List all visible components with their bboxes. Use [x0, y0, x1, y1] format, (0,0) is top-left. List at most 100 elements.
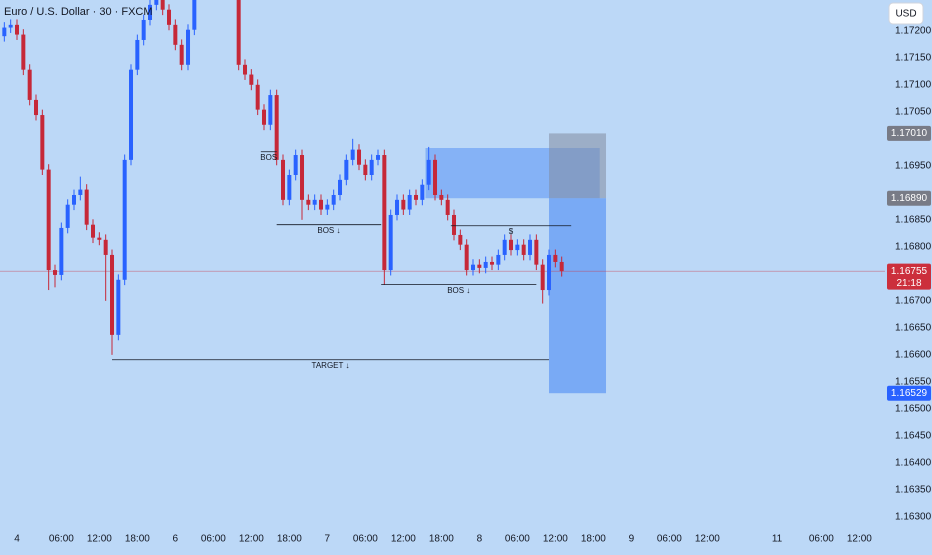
- candle-body: [53, 270, 58, 275]
- candle-body: [471, 264, 476, 271]
- candle-body: [490, 261, 495, 265]
- candle-body: [167, 9, 172, 25]
- price-countdown: 21:18: [896, 278, 921, 289]
- y-tick-label: 1.16850: [895, 214, 932, 225]
- x-tick-label: 12:00: [87, 534, 112, 545]
- price-tag-label: 1.16529: [891, 388, 928, 399]
- candle-body: [483, 261, 488, 268]
- candle-body: [477, 264, 482, 268]
- candle-body: [521, 244, 526, 255]
- candle-body: [281, 159, 286, 200]
- candle-body: [553, 254, 558, 262]
- x-tick-label: 12:00: [847, 534, 872, 545]
- price-tag-label: 1.17010: [891, 128, 928, 139]
- candle-body: [192, 0, 197, 30]
- candle-body: [547, 254, 552, 291]
- price-tag: [887, 190, 931, 206]
- x-tick-label: 8: [477, 534, 483, 545]
- candle-body: [312, 199, 317, 205]
- y-tick-label: 1.16350: [895, 485, 932, 496]
- chart-title: Euro / U.S. Dollar · 30 · FXCM: [4, 6, 153, 18]
- currency-label[interactable]: USD: [895, 9, 916, 20]
- x-tick-label: 18:00: [125, 534, 150, 545]
- candle-body: [154, 0, 159, 5]
- candle-body: [420, 184, 425, 200]
- y-tick-label: 1.17200: [895, 25, 932, 36]
- y-tick-label: 1.17100: [895, 79, 932, 90]
- candle-body: [515, 244, 520, 251]
- candle-body: [91, 224, 96, 238]
- plot-area: BOS BOS ↓ BOS ↓ TARGET ↓ $: [0, 0, 885, 394]
- y-tick-label: 1.16600: [895, 350, 932, 361]
- candle-body: [84, 189, 89, 225]
- candle-body: [255, 84, 260, 110]
- candle-body: [65, 204, 70, 228]
- candle-body: [72, 194, 77, 205]
- currency-button[interactable]: [888, 2, 924, 25]
- price-tag: [887, 125, 931, 141]
- y-tick-label: 1.16650: [895, 322, 932, 333]
- candle-body: [401, 199, 406, 210]
- x-tick-label: 12:00: [543, 534, 568, 545]
- candle-body: [540, 264, 545, 291]
- candle-body: [249, 74, 254, 85]
- x-tick-label: 18:00: [277, 534, 302, 545]
- x-tick-label: 12:00: [695, 534, 720, 545]
- candle-body: [452, 214, 457, 235]
- x-tick-label: 06:00: [809, 534, 834, 545]
- candle-body: [129, 69, 134, 160]
- candle-body: [534, 239, 539, 265]
- candle-body: [141, 19, 146, 40]
- candle-body: [433, 159, 438, 195]
- candle-body: [325, 204, 330, 210]
- candle-body: [268, 95, 273, 125]
- candle-body: [376, 155, 381, 160]
- candle-body: [122, 159, 127, 280]
- level-label: $: [509, 227, 514, 236]
- y-tick-label: 1.16950: [895, 160, 932, 171]
- candle-body: [34, 99, 39, 116]
- candle-body: [135, 39, 140, 70]
- x-tick-label: 18:00: [581, 534, 606, 545]
- price-tag-label: 1.16755: [891, 266, 928, 277]
- x-tick-label: 06:00: [353, 534, 378, 545]
- y-tick-label: 1.16500: [895, 404, 932, 415]
- candle-body: [40, 115, 45, 170]
- x-tick-label: 06:00: [49, 534, 74, 545]
- price-tag-label: 1.16890: [891, 193, 928, 204]
- candle-body: [464, 244, 469, 271]
- x-tick-label: 18:00: [429, 534, 454, 545]
- candle-body: [509, 239, 514, 251]
- x-tick-label: 12:00: [239, 534, 264, 545]
- candle-body: [369, 159, 374, 175]
- x-tick-label: 4: [14, 534, 20, 545]
- candle-body: [110, 254, 115, 335]
- candle-body: [395, 199, 400, 215]
- candle-body: [15, 24, 20, 35]
- candle-body: [407, 194, 412, 210]
- price-tag: [887, 385, 931, 401]
- candle-body: [344, 159, 349, 180]
- y-tick-label: 1.16700: [895, 295, 932, 306]
- candle-body: [160, 0, 165, 10]
- zone-box: [549, 198, 607, 394]
- candle-body: [148, 4, 153, 20]
- candle-body: [103, 239, 108, 255]
- candle-body: [97, 237, 102, 240]
- level-label: BOS ↓: [317, 226, 340, 235]
- candle-body: [293, 155, 298, 175]
- candle-body: [186, 29, 191, 65]
- candle-body: [319, 199, 324, 210]
- candle-body: [357, 149, 362, 165]
- y-tick-label: 1.16450: [895, 431, 932, 442]
- candle-body: [502, 239, 507, 255]
- level-label: TARGET ↓: [312, 361, 350, 370]
- candle-body: [236, 0, 241, 65]
- candle-body: [528, 239, 533, 255]
- x-tick-label: 11: [772, 534, 783, 545]
- level-label: BOS: [260, 153, 277, 162]
- candle-body: [59, 227, 64, 275]
- y-tick-label: 1.16800: [895, 241, 932, 252]
